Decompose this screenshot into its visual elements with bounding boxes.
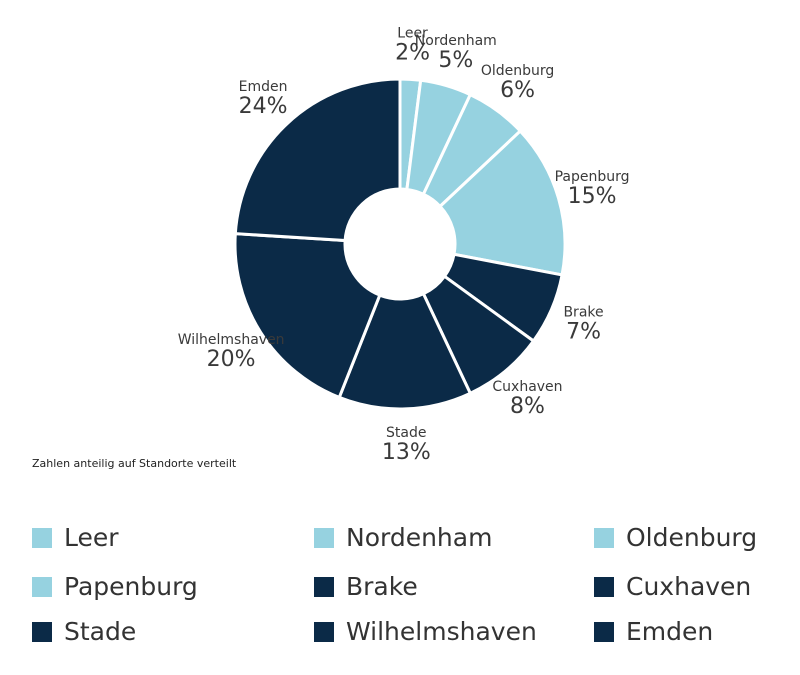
legend-label: Leer — [64, 523, 119, 552]
legend-label: Brake — [346, 572, 418, 601]
slice-name: Papenburg — [555, 169, 630, 185]
legend-swatch — [32, 528, 52, 548]
legend-label: Papenburg — [64, 572, 198, 601]
slice — [233, 77, 402, 243]
slice-name: Nordenham — [415, 33, 497, 49]
legend-swatch — [314, 528, 334, 548]
slice — [337, 291, 473, 411]
legend-swatch — [314, 577, 334, 597]
slice-name: Wilhelmshaven — [178, 332, 285, 348]
slice — [437, 128, 567, 277]
legend-label: Nordenham — [346, 523, 492, 552]
legend-swatch — [594, 528, 614, 548]
slice-value-label: 5% — [438, 48, 473, 73]
slice-value-label: 20% — [207, 347, 256, 372]
legend-label: Stade — [64, 617, 136, 646]
slice-value-label: 6% — [500, 78, 535, 103]
legend-label: Emden — [626, 617, 713, 646]
slice-value-label: 2% — [395, 40, 430, 65]
slice-value-label: 8% — [510, 394, 545, 419]
legend-swatch — [32, 622, 52, 642]
slice-name: Leer — [397, 25, 428, 41]
legend-swatch — [594, 577, 614, 597]
slice-value-label: 24% — [239, 94, 288, 119]
legend-label: Wilhelmshaven — [346, 617, 537, 646]
legend-swatch — [314, 622, 334, 642]
slice-value-label: 13% — [382, 440, 431, 465]
legend-swatch — [32, 577, 52, 597]
slice-name: Stade — [386, 425, 426, 441]
note: Zahlen anteilig auf Standorte verteilt — [32, 457, 237, 470]
slice-name: Oldenburg — [481, 63, 554, 79]
legend-swatch — [594, 622, 614, 642]
legend-label: Oldenburg — [626, 523, 757, 552]
slice-name: Brake — [563, 304, 603, 320]
legend-label: Cuxhaven — [626, 572, 751, 601]
slice — [233, 232, 382, 400]
slice-name: Emden — [239, 79, 288, 95]
slice-name: Cuxhaven — [492, 379, 562, 395]
slice-value-label: 7% — [566, 319, 601, 344]
slice-value-label: 15% — [568, 184, 617, 209]
